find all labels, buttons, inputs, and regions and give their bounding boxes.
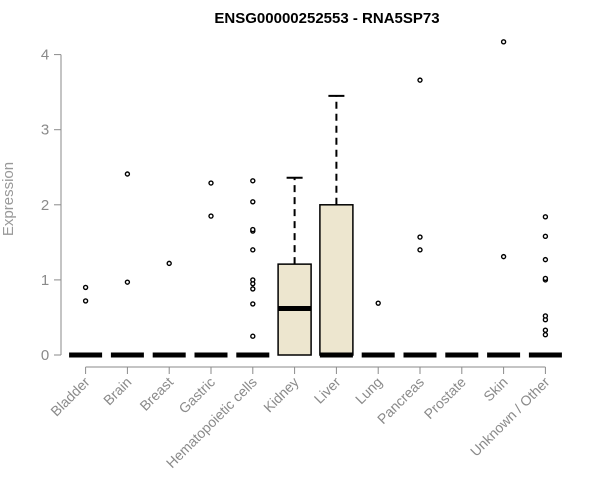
x-tick-label: Prostate [421,374,469,422]
x-tick-label: Kidney [260,374,302,416]
outlier-point [124,171,131,177]
y-tick-label: 1 [41,272,49,289]
outlier-point [417,234,423,240]
x-tick-label: Breast [136,374,176,414]
outlier-point [417,247,423,253]
chart-title: ENSG00000252553 - RNA5SP73 [214,10,439,27]
outlier-point [250,247,256,253]
outlier-point [250,301,256,307]
outlier-point [250,333,256,339]
box-group [236,178,270,358]
box-group [110,171,144,358]
y-tick-label: 3 [41,122,49,139]
box-group [194,180,228,358]
outlier-point [542,275,549,282]
box-rect [319,204,354,356]
outlier-point [542,327,549,333]
outlier-point [417,77,423,83]
outlier-point [542,332,549,338]
outlier-point [250,178,256,184]
outlier-point [166,260,172,267]
outlier-point [250,226,256,233]
y-axis: 0 1 2 3 4 [41,47,62,364]
outlier-point [124,279,131,285]
x-tick-label: Brain [100,374,134,408]
x-tick-label: Skin [480,374,511,405]
x-tick-label: Lung [352,374,385,407]
outlier-point [500,39,507,45]
y-tick-label: 4 [41,47,49,64]
box-group [152,260,186,358]
box-group [361,300,395,358]
box-group [319,94,354,358]
outlier-point [542,214,549,220]
y-tick-label: 0 [41,347,49,364]
outlier-point [542,256,549,263]
outlier-point [250,286,256,292]
outlier-point [375,300,381,306]
outlier-point [208,213,214,219]
y-axis-label: Expression [0,162,17,236]
outlier-point [82,298,89,304]
outlier-point [82,284,89,291]
outlier-point [542,313,549,319]
outlier-point [208,180,214,186]
y-tick-label: 2 [41,197,49,214]
outlier-point [542,233,549,240]
x-tick-label: Liver [311,374,344,407]
box-group [403,77,437,358]
outlier-point [500,253,507,260]
box-series [69,39,562,358]
x-tick-label: Unknown / Other [467,374,553,460]
box-group [69,284,103,358]
outlier-point [250,277,256,283]
box-group [528,214,562,358]
box-group [487,39,521,358]
x-tick-label: Bladder [47,374,93,420]
outlier-point [250,199,256,205]
box-group [277,176,312,356]
